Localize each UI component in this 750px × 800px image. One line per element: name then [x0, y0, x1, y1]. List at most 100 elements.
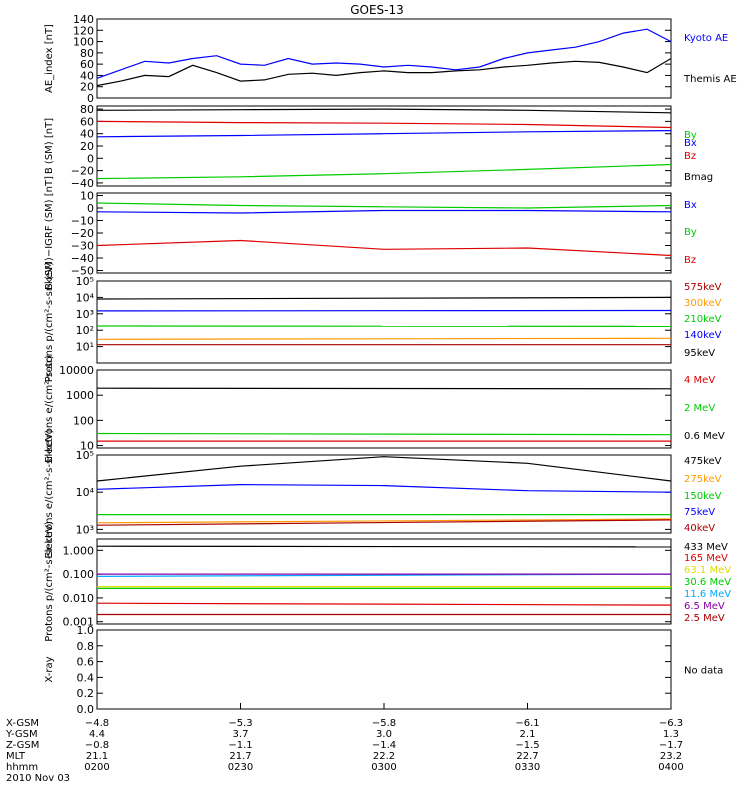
- legend-entry: 6.5 MeV: [684, 601, 725, 612]
- legend-entry: Bx: [684, 138, 697, 149]
- y-tick-label: −10: [71, 215, 94, 228]
- y-axis-label: AE_index [nT]: [44, 24, 55, 93]
- series-line-165-mev: [96, 602, 672, 606]
- x-axis-value: 4.4: [89, 729, 105, 740]
- x-axis-value: −1.7: [659, 740, 683, 751]
- series-line-by: [96, 163, 672, 180]
- y-tick-label: 80: [80, 47, 94, 60]
- series-line-0-6-mev: [96, 387, 672, 390]
- series-line-bz: [96, 239, 672, 257]
- x-axis-value: 2.1: [520, 729, 536, 740]
- legend-entry: 150keV: [684, 491, 722, 502]
- x-axis-value: −5.3: [228, 718, 252, 729]
- x-axis-value: −1.1: [228, 740, 252, 751]
- y-tick-label: 80: [80, 103, 94, 116]
- x-axis-value: −5.8: [372, 718, 396, 729]
- x-axis-value: 0300: [371, 762, 396, 773]
- series-line-95kev: [96, 296, 672, 300]
- x-axis-value: −6.3: [659, 718, 683, 729]
- x-axis-value: −1.4: [372, 740, 396, 751]
- series-line-themis-ae: [96, 57, 672, 87]
- legend-entry: 4 MeV: [684, 375, 715, 386]
- y-tick-label: 0: [87, 152, 94, 165]
- y-axis-label: B (SM)−IGRF (SM) [nT]: [44, 176, 55, 290]
- x-axis-value: 1.3: [663, 729, 679, 740]
- y-axis-label: Electrons e/(cm²-s-sr): [44, 355, 55, 463]
- y-tick-label: 120: [73, 24, 94, 37]
- series-line-bz: [96, 120, 672, 129]
- y-tick-label: 10³: [76, 308, 94, 321]
- series-line-bx: [96, 130, 672, 138]
- y-tick-label: 10: [80, 440, 94, 453]
- x-axis-value: 22.7: [516, 751, 538, 762]
- y-tick-label: 0.2: [77, 687, 95, 700]
- y-axis-label: B (SM) [nT]: [44, 118, 55, 174]
- x-axis-row-label: X-GSM: [6, 718, 39, 729]
- series-line-kyoto-ae: [96, 28, 672, 79]
- legend-entry: 40keV: [684, 523, 715, 534]
- y-tick-label: 0: [87, 202, 94, 215]
- no-data-note: No data: [684, 666, 723, 677]
- x-axis-row-label: MLT: [6, 751, 26, 762]
- y-tick-label: −30: [71, 240, 94, 253]
- y-tick-label: −40: [71, 177, 94, 190]
- y-tick-label: 60: [80, 115, 94, 128]
- legend-entry: 0.6 MeV: [684, 431, 725, 442]
- panel-frame: [96, 369, 672, 449]
- y-tick-label: 10³: [76, 523, 94, 536]
- x-axis-value: −0.8: [85, 740, 109, 751]
- legend-entry: 140keV: [684, 330, 722, 341]
- panel-8: 0.0 0.2 0.4 0.6 0.8 1.0 X-ray No data: [44, 624, 723, 716]
- x-axis-value: 21.1: [86, 751, 108, 762]
- x-axis-value: 23.2: [660, 751, 682, 762]
- legend-entry: 2.5 MeV: [684, 613, 725, 624]
- x-axis-value: 3.7: [233, 729, 249, 740]
- legend-entry: 30.6 MeV: [684, 577, 731, 588]
- y-tick-label: 20: [80, 81, 94, 94]
- x-axis-row-label: Z-GSM: [6, 740, 39, 751]
- y-tick-label: 0.100: [63, 568, 95, 581]
- y-tick-label: 140: [73, 13, 94, 26]
- series-line-40kev: [96, 519, 672, 526]
- legend-entry: 11.6 MeV: [684, 589, 731, 600]
- legend-entry: 433 MeV: [684, 542, 728, 553]
- series-line-75kev: [96, 483, 672, 493]
- y-tick-label: 40: [80, 69, 94, 82]
- y-tick-label: 10⁵: [76, 449, 94, 462]
- y-tick-label: 10²: [76, 324, 94, 337]
- legend-entry: Bmag: [684, 172, 713, 183]
- legend-entry: By: [684, 130, 697, 141]
- series-line-275kev: [96, 518, 672, 524]
- x-axis-value: 0230: [228, 762, 253, 773]
- legend-entry: 210keV: [684, 314, 722, 325]
- y-tick-label: 10⁴: [76, 291, 95, 304]
- legend-entry: By: [684, 227, 697, 238]
- y-tick-label: 60: [80, 58, 94, 71]
- legend-entry: Themis AE: [683, 74, 737, 85]
- y-tick-label: −20: [71, 227, 94, 240]
- panel-frame: [96, 629, 672, 710]
- legend-entry: Bx: [684, 200, 697, 211]
- series-line-by: [96, 202, 672, 209]
- x-axis-row-label: hhmm: [6, 762, 38, 773]
- panel-frame: [96, 280, 672, 364]
- y-tick-label: 10: [80, 190, 94, 203]
- legend-entry: 165 MeV: [684, 553, 728, 564]
- panel-6: 10³ 10⁴ 10⁵ Electrons e/(cm²-s-sr-keV) 475ke…: [44, 429, 722, 558]
- y-tick-label: 1.000: [63, 544, 95, 557]
- legend-entry: Bz: [684, 151, 696, 162]
- legend-entry: 575keV: [684, 282, 722, 293]
- legend-entry: 2 MeV: [684, 403, 715, 414]
- y-tick-label: 0.001: [63, 616, 95, 629]
- y-tick-label: 100: [73, 36, 94, 49]
- y-axis-label: Protons p/(cm²-s-sr-keV): [44, 521, 55, 642]
- panel-frame: [96, 18, 672, 99]
- y-tick-label: 20: [80, 140, 94, 153]
- y-tick-label: 10⁴: [76, 486, 95, 499]
- series-line-bmag: [96, 108, 672, 114]
- legend-entry: 95keV: [684, 348, 715, 359]
- y-tick-label: 10000: [59, 364, 94, 377]
